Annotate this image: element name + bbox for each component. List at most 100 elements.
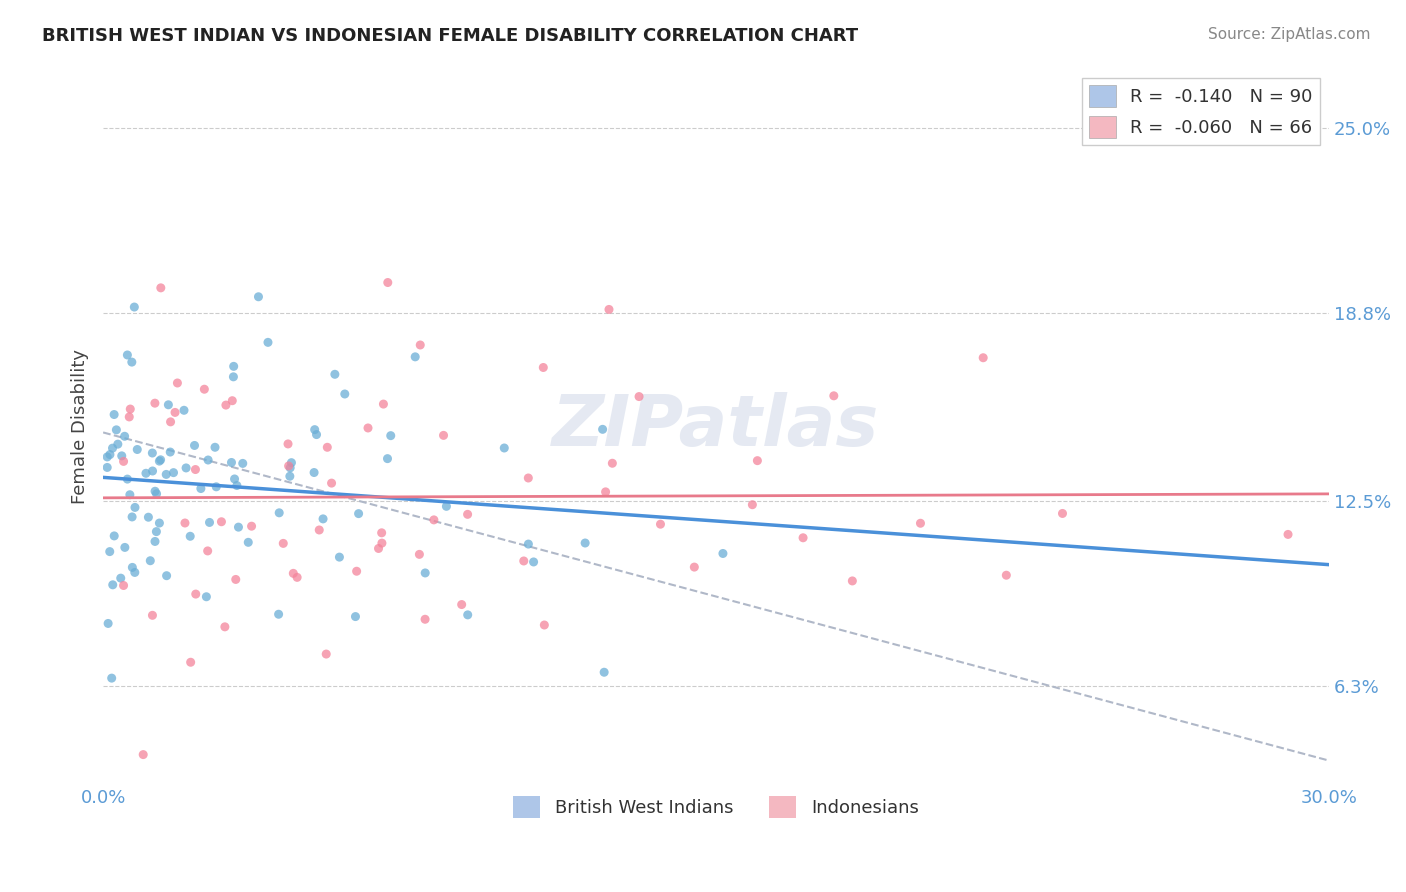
Point bbox=[127, 442, 149, 457]
Point bbox=[277, 458, 299, 473]
Point bbox=[972, 351, 994, 365]
Point bbox=[204, 440, 226, 454]
Point bbox=[257, 335, 280, 350]
Point bbox=[1052, 507, 1074, 521]
Point bbox=[100, 671, 122, 685]
Point bbox=[278, 469, 301, 483]
Point bbox=[114, 541, 136, 555]
Point bbox=[124, 300, 146, 314]
Point bbox=[105, 423, 128, 437]
Point bbox=[533, 618, 555, 632]
Point bbox=[224, 472, 246, 486]
Point bbox=[166, 376, 188, 390]
Point bbox=[513, 554, 536, 568]
Point bbox=[595, 484, 617, 499]
Point bbox=[593, 665, 616, 680]
Point bbox=[148, 516, 170, 530]
Point bbox=[373, 397, 395, 411]
Point bbox=[271, 536, 294, 550]
Point bbox=[138, 510, 160, 524]
Point bbox=[1277, 527, 1299, 541]
Y-axis label: Female Disability: Female Disability bbox=[72, 349, 89, 504]
Point bbox=[517, 537, 540, 551]
Point bbox=[269, 506, 291, 520]
Point bbox=[110, 571, 132, 585]
Point bbox=[96, 450, 118, 464]
Text: BRITISH WEST INDIAN VS INDONESIAN FEMALE DISABILITY CORRELATION CHART: BRITISH WEST INDIAN VS INDONESIAN FEMALE… bbox=[42, 27, 858, 45]
Point bbox=[141, 464, 163, 478]
Point bbox=[683, 560, 706, 574]
Point bbox=[193, 382, 215, 396]
Point bbox=[148, 454, 170, 468]
Point bbox=[367, 541, 389, 556]
Point bbox=[198, 516, 221, 530]
Point bbox=[103, 408, 125, 422]
Point bbox=[107, 437, 129, 451]
Point bbox=[180, 655, 202, 669]
Point bbox=[96, 460, 118, 475]
Point bbox=[114, 429, 136, 443]
Point bbox=[494, 441, 516, 455]
Point bbox=[408, 547, 430, 561]
Point bbox=[305, 427, 328, 442]
Point bbox=[371, 536, 394, 550]
Point bbox=[174, 516, 197, 530]
Point bbox=[321, 476, 343, 491]
Point bbox=[910, 516, 932, 531]
Point bbox=[173, 403, 195, 417]
Point bbox=[283, 566, 305, 581]
Point bbox=[531, 360, 554, 375]
Point bbox=[97, 616, 120, 631]
Point bbox=[232, 457, 254, 471]
Point bbox=[149, 452, 172, 467]
Point bbox=[357, 421, 380, 435]
Point bbox=[111, 449, 134, 463]
Point bbox=[523, 555, 546, 569]
Point bbox=[112, 578, 135, 592]
Point bbox=[650, 517, 672, 532]
Point bbox=[434, 500, 457, 514]
Point bbox=[121, 355, 143, 369]
Point bbox=[277, 437, 299, 451]
Point bbox=[370, 525, 392, 540]
Point bbox=[179, 529, 201, 543]
Point bbox=[143, 484, 166, 499]
Point bbox=[592, 422, 614, 436]
Point bbox=[304, 423, 326, 437]
Point bbox=[155, 467, 177, 482]
Point bbox=[574, 536, 596, 550]
Point bbox=[121, 510, 143, 524]
Point bbox=[413, 612, 436, 626]
Point bbox=[184, 462, 207, 476]
Point bbox=[143, 534, 166, 549]
Legend: British West Indians, Indonesians: British West Indians, Indonesians bbox=[506, 789, 927, 825]
Point bbox=[159, 415, 181, 429]
Point bbox=[139, 554, 162, 568]
Point bbox=[162, 466, 184, 480]
Point bbox=[598, 302, 620, 317]
Point bbox=[747, 453, 769, 467]
Point bbox=[333, 387, 356, 401]
Point bbox=[517, 471, 540, 485]
Point bbox=[450, 598, 472, 612]
Point bbox=[628, 390, 651, 404]
Point bbox=[145, 524, 167, 539]
Point bbox=[312, 512, 335, 526]
Point bbox=[117, 472, 139, 486]
Point bbox=[117, 348, 139, 362]
Point bbox=[247, 290, 270, 304]
Point bbox=[409, 338, 432, 352]
Point bbox=[124, 500, 146, 515]
Point bbox=[278, 461, 301, 475]
Point bbox=[135, 467, 157, 481]
Point bbox=[328, 550, 350, 565]
Point bbox=[184, 587, 207, 601]
Point bbox=[302, 466, 325, 480]
Point bbox=[346, 564, 368, 578]
Point bbox=[347, 507, 370, 521]
Point bbox=[315, 647, 337, 661]
Point bbox=[190, 482, 212, 496]
Point bbox=[267, 607, 290, 622]
Point bbox=[823, 389, 845, 403]
Point bbox=[149, 281, 172, 295]
